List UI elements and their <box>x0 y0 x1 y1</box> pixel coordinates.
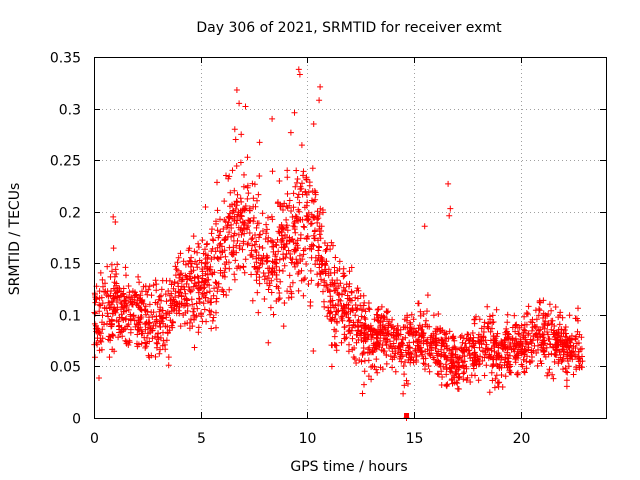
y-tick-label: 0.15 <box>50 257 81 273</box>
zero-point-marker <box>404 413 410 418</box>
x-tick-label: 20 <box>513 431 531 447</box>
y-tick-label: 0.25 <box>50 154 81 170</box>
y-tick-label: 0.35 <box>50 51 81 67</box>
axis-ticks: 0 5 10 15 20 0 0.05 0.1 0.15 0.2 0.25 0.3 0.35 <box>50 51 606 447</box>
y-axis-label: SRMTID / TECUs <box>7 183 23 296</box>
data-points <box>91 66 586 421</box>
y-tick-label: 0.3 <box>59 103 81 119</box>
x-tick-label: 10 <box>299 431 317 447</box>
y-tick-label: 0 <box>72 412 81 428</box>
chart-title: Day 306 of 2021, SRMTID for receiver exm… <box>196 20 502 36</box>
scatter-points-srmtid <box>91 66 586 421</box>
y-tick-label: 0.1 <box>59 309 81 325</box>
y-tick-label: 0.05 <box>50 360 81 376</box>
x-axis-label: GPS time / hours <box>290 459 407 475</box>
plot-frame <box>94 57 607 419</box>
y-tick-label: 0.2 <box>59 206 81 222</box>
x-tick-label: 0 <box>90 431 99 447</box>
x-tick-label: 15 <box>406 431 424 447</box>
x-tick-label: 5 <box>197 431 206 447</box>
